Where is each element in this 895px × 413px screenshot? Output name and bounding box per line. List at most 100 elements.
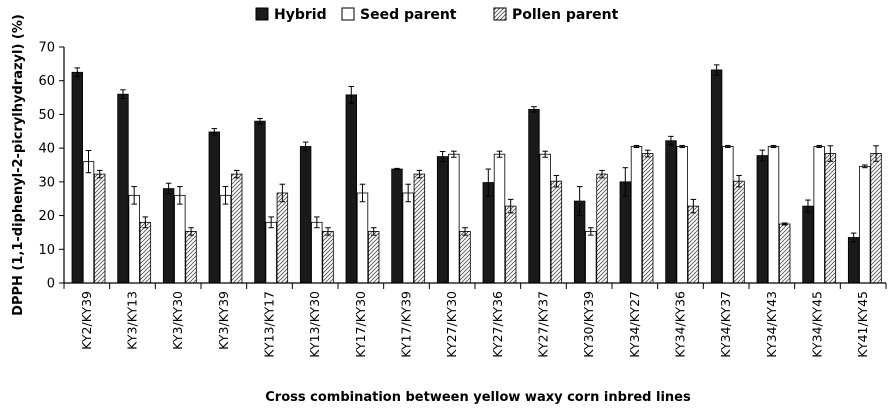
bar-hybrid-14: [665, 140, 677, 284]
bars-group: [71, 64, 882, 284]
error-bar-pollen-parent-16: [781, 222, 788, 226]
bar-seed-parent-2: [128, 194, 140, 284]
x-category-label-1: KY2/KY39: [79, 291, 94, 350]
bar-hybrid-8: [391, 168, 403, 284]
error-bar-pollen-parent-18: [873, 145, 879, 162]
bar-hybrid-7: [345, 94, 358, 284]
bar-pollen-parent-4: [230, 173, 243, 284]
legend-label-pollen-parent: Pollen parent: [512, 7, 619, 23]
error-bar-hybrid-8: [394, 167, 400, 171]
error-bar-seed-parent-9: [451, 150, 457, 158]
bar-seed-parent-10: [493, 153, 506, 284]
error-bar-pollen-parent-17: [827, 145, 834, 162]
bar-seed-parent-5: [265, 221, 277, 284]
error-bar-pollen-parent-5: [279, 183, 286, 203]
error-bar-pollen-parent-14: [690, 198, 697, 214]
error-bar-hybrid-1: [74, 67, 81, 78]
y-tick-label-10: 10: [38, 243, 55, 258]
bar-hybrid-18: [847, 237, 860, 284]
bar-pollen-parent-12: [596, 173, 608, 284]
y-tick-label-60: 60: [38, 74, 55, 89]
error-bar-hybrid-15: [713, 64, 720, 76]
error-bar-hybrid-11: [531, 106, 537, 113]
error-bar-seed-parent-18: [862, 164, 868, 169]
error-bar-hybrid-2: [120, 89, 126, 100]
error-bar-seed-parent-2: [131, 186, 137, 205]
error-bar-seed-parent-13: [633, 144, 640, 148]
error-bar-pollen-parent-7: [370, 227, 377, 236]
bar-pollen-parent-18: [870, 153, 882, 284]
error-bar-seed-parent-1: [85, 150, 92, 174]
error-bar-pollen-parent-13: [644, 149, 651, 158]
bar-seed-parent-13: [630, 146, 643, 284]
error-bar-seed-parent-10: [496, 150, 503, 158]
bar-hybrid-6: [299, 146, 312, 284]
legend-swatch-pollen-parent: [493, 7, 507, 21]
error-bar-pollen-parent-6: [325, 227, 331, 236]
bar-hybrid-3: [162, 188, 175, 284]
error-bar-hybrid-7: [348, 85, 355, 104]
error-bar-hybrid-4: [211, 128, 218, 136]
error-bar-pollen-parent-12: [599, 169, 605, 179]
legend-label-seed-parent: Seed parent: [360, 7, 457, 23]
error-bar-hybrid-17: [805, 199, 811, 213]
bar-hybrid-15: [710, 69, 723, 284]
bar-seed-parent-6: [311, 221, 323, 284]
bar-hybrid-2: [117, 93, 129, 284]
error-bar-pollen-parent-4: [233, 169, 240, 179]
bar-hybrid-1: [71, 71, 84, 284]
error-bar-seed-parent-12: [588, 227, 594, 236]
y-tick-label-0: 0: [47, 277, 55, 292]
bar-hybrid-4: [208, 131, 221, 284]
bar-hybrid-9: [436, 156, 449, 284]
bar-seed-parent-16: [767, 146, 780, 284]
y-tick-label-70: 70: [38, 41, 55, 56]
y-tick-label-30: 30: [38, 175, 55, 190]
error-bar-hybrid-6: [302, 141, 309, 152]
error-bar-pollen-parent-2: [142, 216, 149, 229]
legend-label-hybrid: Hybrid: [274, 7, 327, 23]
bar-seed-parent-9: [448, 153, 460, 284]
legend-swatch-hybrid: [255, 7, 269, 21]
bar-pollen-parent-3: [185, 231, 197, 284]
error-bar-hybrid-14: [668, 135, 674, 146]
x-category-label-13: KY34/KY27: [627, 291, 642, 358]
bar-pollen-parent-2: [139, 221, 152, 284]
bar-seed-parent-4: [219, 194, 232, 284]
x-category-label-15: KY34/KY37: [718, 291, 733, 358]
error-bar-pollen-parent-10: [507, 198, 514, 214]
legend-swatch-seed-parent: [341, 7, 355, 21]
x-category-label-10: KY27/KY36: [490, 291, 505, 358]
bar-hybrid-17: [802, 205, 814, 284]
bar-hybrid-10: [482, 182, 495, 284]
error-bar-seed-parent-7: [359, 183, 366, 203]
bar-pollen-parent-14: [687, 205, 700, 284]
y-axis: 0 10 20 30 40 50 60 70: [38, 41, 64, 292]
y-axis-title: DPPH (1,1-diphenyl-2-picrylhydrazyl) (%): [11, 14, 26, 316]
x-category-label-18: KY41/KY45: [855, 291, 870, 358]
y-tick-label-50: 50: [38, 108, 55, 123]
x-category-label-12: KY30/KY39: [581, 291, 596, 358]
error-bar-pollen-parent-11: [553, 174, 560, 188]
error-bar-seed-parent-17: [816, 144, 822, 148]
bar-seed-parent-14: [676, 146, 688, 284]
bar-hybrid-13: [619, 181, 632, 284]
bar-hybrid-16: [756, 155, 769, 284]
bar-seed-parent-18: [859, 165, 871, 284]
error-bar-seed-parent-8: [405, 183, 411, 203]
bar-pollen-parent-6: [322, 231, 334, 284]
error-bar-hybrid-18: [850, 232, 857, 243]
bar-pollen-parent-1: [94, 173, 106, 284]
x-category-label-6: KY13/KY30: [307, 291, 322, 358]
bar-pollen-parent-17: [824, 153, 837, 284]
error-bar-hybrid-12: [576, 186, 583, 217]
error-bar-hybrid-5: [257, 117, 263, 125]
bar-seed-parent-12: [585, 231, 597, 284]
bar-pollen-parent-5: [276, 192, 289, 284]
error-bar-pollen-parent-9: [462, 227, 468, 236]
bar-pollen-parent-9: [459, 231, 471, 284]
x-category-label-4: KY3/KY39: [216, 291, 231, 350]
x-category-label-9: KY27/KY30: [444, 291, 459, 358]
bar-seed-parent-1: [82, 161, 95, 284]
